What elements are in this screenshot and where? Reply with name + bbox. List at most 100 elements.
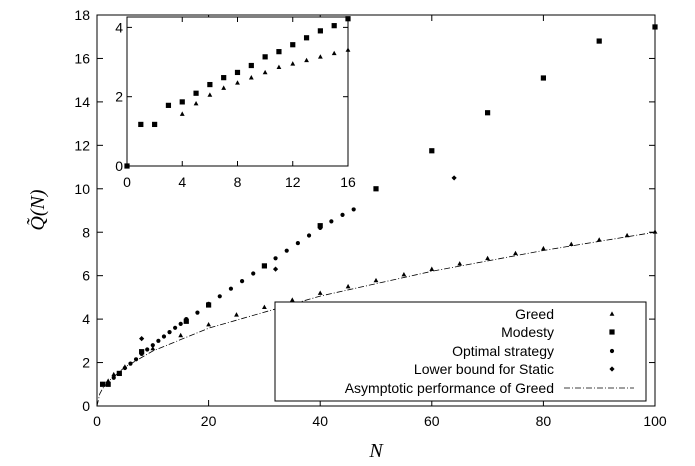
y-tick-label: 4 (82, 311, 90, 327)
optimal-strategy-point (167, 330, 172, 335)
y-tick-label: 10 (74, 181, 90, 197)
greed-point (345, 283, 351, 289)
modesty-point (596, 38, 602, 44)
greed-point (317, 54, 323, 59)
optimal-strategy-point (139, 351, 144, 356)
asymptotic-performance-of-greed-line (96, 231, 656, 407)
optimal-strategy-point (351, 207, 356, 212)
optimal-strategy-point (217, 294, 222, 299)
modesty-point (429, 148, 435, 154)
y-tick-label: 16 (74, 50, 90, 66)
x-tick-label: 0 (93, 413, 101, 429)
modesty-point (317, 28, 323, 34)
modesty-point (234, 69, 241, 76)
modesty-point (165, 102, 172, 108)
optimal-strategy-point (161, 334, 167, 339)
greed-point (513, 250, 518, 256)
x-axis-label: N (368, 440, 384, 462)
greed-point (345, 47, 351, 52)
legend-sample-lower-bound (609, 366, 615, 372)
optimal-strategy-point (122, 365, 127, 371)
greed-point (568, 241, 574, 246)
legend-label-greed: Greed (515, 306, 554, 322)
greed-point (457, 261, 463, 266)
greed-point (262, 304, 267, 309)
optimal-strategy-point (295, 240, 300, 246)
y-tick-label: 0 (82, 398, 90, 414)
modesty-point (373, 186, 379, 192)
modesty-point (179, 99, 185, 105)
inset-plot-marks (124, 16, 351, 169)
optimal-strategy-point (133, 357, 139, 362)
greed-point (262, 69, 268, 75)
main-plot-marks (96, 24, 658, 407)
modesty-point (290, 42, 296, 48)
modesty-point (124, 163, 130, 169)
greed-point (541, 245, 546, 251)
x-tick-label: 16 (340, 174, 356, 190)
lower-bound-for-static-point (139, 336, 145, 342)
greed-point (304, 57, 309, 63)
modesty-point (276, 49, 282, 55)
optimal-strategy-point (262, 263, 267, 268)
x-tick-label: 40 (312, 413, 328, 429)
optimal-strategy-point (173, 325, 178, 330)
optimal-strategy-point (206, 301, 211, 307)
x-tick-label: 8 (234, 174, 242, 190)
legend: Greed Modesty Optimal strategy Lower bou… (274, 301, 647, 402)
legend-label-asymptotic: Asymptotic performance of Greed (345, 380, 554, 396)
greed-point (331, 50, 337, 56)
optimal-strategy-point (318, 225, 323, 230)
main-plot-area (96, 14, 656, 407)
greed-point (317, 290, 323, 295)
modesty-point (193, 90, 199, 96)
greed-point (207, 92, 213, 97)
y-tick-label: 8 (82, 224, 90, 240)
optimal-strategy-point (117, 371, 122, 376)
x-tick-label: 60 (424, 413, 440, 429)
legend-sample-greed (609, 311, 615, 316)
greed-point (596, 237, 602, 242)
greed-point (485, 255, 490, 261)
greed-point (373, 277, 379, 283)
y-tick-label: 4 (115, 19, 123, 35)
optimal-strategy-point (100, 382, 105, 387)
lower-bound-for-static-point (272, 266, 279, 272)
modesty-point (485, 110, 491, 116)
modesty-point (331, 23, 337, 29)
optimal-strategy-point (306, 233, 312, 238)
optimal-strategy-point (273, 256, 278, 261)
optimal-strategy-point (195, 310, 200, 315)
modesty-point (652, 24, 658, 30)
y-tick-label: 12 (74, 137, 90, 153)
greed-point (206, 321, 211, 327)
optimal-strategy-point (284, 248, 289, 253)
y-tick-label: 18 (74, 7, 90, 23)
lower-bound-for-static-point (451, 175, 457, 181)
y-axis-label: Q̃(N) (26, 189, 49, 230)
modesty-point (139, 349, 145, 355)
optimal-strategy-point (340, 212, 345, 217)
optimal-strategy-point (145, 347, 150, 352)
modesty-point (317, 223, 323, 229)
greed-point (289, 297, 295, 302)
legend-box (274, 301, 647, 402)
greed-point (290, 61, 296, 66)
optimal-strategy-point (239, 278, 245, 284)
legend-label-optimal: Optimal strategy (452, 343, 554, 359)
greed-point (401, 271, 407, 277)
greed-point (221, 85, 227, 90)
x-tick-label: 0 (123, 174, 131, 190)
modesty-point (183, 318, 189, 324)
greed-point (193, 101, 199, 106)
modesty-point (540, 75, 546, 81)
x-tick-label: 4 (178, 174, 186, 190)
modesty-point (262, 54, 268, 60)
legend-sample-modesty (609, 329, 615, 335)
optimal-strategy-point (111, 375, 116, 380)
modesty-point (303, 35, 310, 41)
inset-plot-area (126, 16, 349, 167)
modesty-point (345, 16, 351, 22)
greed-point (179, 111, 185, 116)
